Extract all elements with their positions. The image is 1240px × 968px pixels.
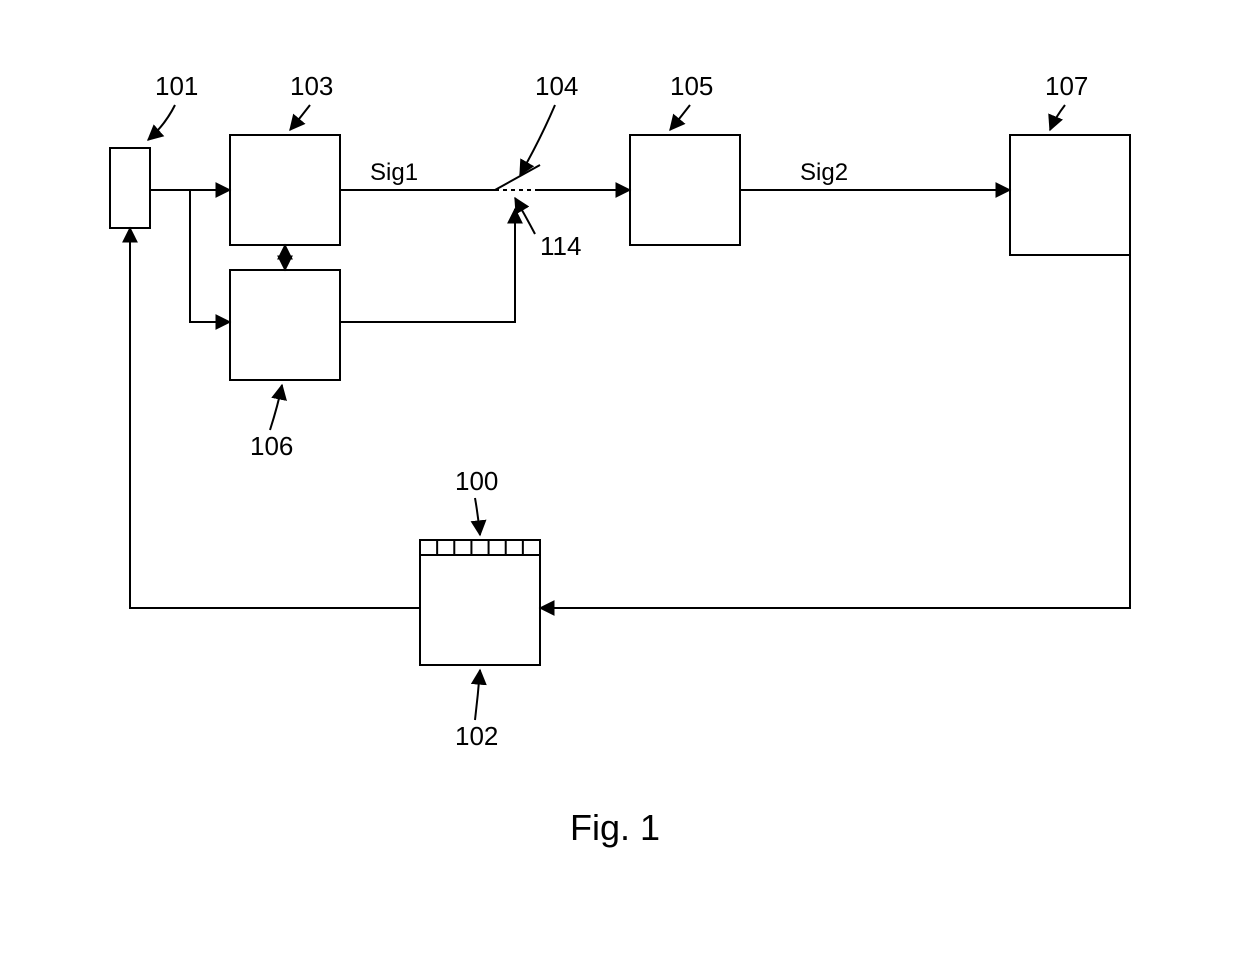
block-101 [110, 148, 150, 228]
ref-leader-106 [270, 385, 282, 430]
block-103 [230, 135, 340, 245]
block-100-hat [420, 540, 540, 555]
block-107 [1010, 135, 1130, 255]
ref-leader-104 [520, 105, 555, 175]
ref-label-102: 102 [455, 721, 498, 751]
edge-e107-102 [540, 255, 1130, 608]
edge-e106-switch [340, 209, 515, 322]
ref-leader-101 [148, 105, 175, 140]
ref-label-103: 103 [290, 71, 333, 101]
ref-label-114: 114 [540, 231, 581, 261]
ref-leader-114 [515, 198, 535, 234]
ref-label-100: 100 [455, 466, 498, 496]
block-106 [230, 270, 340, 380]
edge-e101-106 [190, 190, 230, 322]
signal-label-sig1: Sig1 [370, 159, 418, 186]
ref-label-106: 106 [250, 431, 293, 461]
ref-label-107: 107 [1045, 71, 1088, 101]
ref-label-105: 105 [670, 71, 713, 101]
ref-leader-100 [475, 498, 480, 535]
ref-leader-107 [1050, 105, 1065, 130]
ref-label-104: 104 [535, 71, 578, 101]
edges-group [130, 190, 1130, 608]
figure-caption: Fig. 1 [570, 807, 660, 848]
block-105 [630, 135, 740, 245]
ref-leader-103 [290, 105, 310, 130]
signal-label-sig2: Sig2 [800, 159, 848, 186]
ref-leader-102 [475, 670, 480, 720]
block-diagram: Sig1 Sig2 101 103 104 105 107 114 106 100 102 Fi… [0, 0, 1240, 968]
ref-leader-105 [670, 105, 690, 130]
ref-label-101: 101 [155, 71, 198, 101]
switch-114 [495, 165, 540, 190]
block-102 [420, 555, 540, 665]
